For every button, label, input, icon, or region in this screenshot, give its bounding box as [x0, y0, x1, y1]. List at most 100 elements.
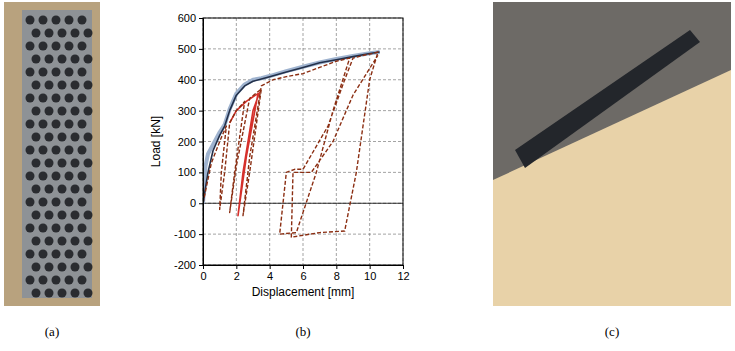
photo-hole: [26, 146, 35, 155]
tick-mark: [199, 111, 203, 112]
photo-hole: [39, 146, 48, 155]
grid-line: [203, 79, 403, 80]
tick: 300: [178, 105, 203, 117]
photo-timber: [493, 70, 731, 306]
photo-hole: [26, 198, 35, 207]
tick-mark: [303, 265, 304, 269]
photo-hole: [78, 42, 87, 51]
grid: [203, 18, 403, 265]
photo-hole: [39, 68, 48, 77]
tick-label: 4: [267, 270, 273, 282]
photo-hole: [84, 263, 93, 272]
y-axis: -200-1000100200300400500600: [174, 12, 204, 271]
photo-hole: [65, 16, 74, 25]
photo: [4, 2, 100, 306]
photo-hole: [39, 16, 48, 25]
photo-hole: [39, 42, 48, 51]
photo-plate: [22, 10, 92, 298]
series-line: [203, 52, 378, 237]
tick-label: -200: [174, 259, 196, 271]
photo-hole: [84, 185, 93, 194]
tick-label: 0: [200, 270, 206, 282]
tick-mark: [199, 142, 203, 143]
chart: 024681012-200-1000100200300400500600Disp…: [149, 12, 410, 299]
photo-hole: [58, 133, 67, 142]
tick-label: 2: [234, 270, 240, 282]
tick: 6: [300, 265, 306, 282]
tick: 12: [397, 265, 409, 282]
photo-hole: [71, 81, 80, 90]
photo-hole: [32, 185, 41, 194]
photo-hole: [52, 120, 61, 129]
photo-hole: [52, 146, 61, 155]
photo-hole: [78, 146, 87, 155]
photo-hole: [84, 289, 93, 298]
y-axis-title: Load [kN]: [149, 116, 163, 167]
photo-hole: [39, 198, 48, 207]
panel-label: (b): [295, 324, 310, 339]
tick-label: 400: [178, 74, 196, 86]
photo-hole: [65, 172, 74, 181]
photo-hole: [45, 289, 54, 298]
photo-hole: [39, 224, 48, 233]
grid-line: [203, 203, 403, 204]
photo-hole: [45, 263, 54, 272]
tick-mark: [199, 172, 203, 173]
photo-hole: [84, 55, 93, 64]
photo-hole: [39, 250, 48, 259]
photo-hole: [26, 120, 35, 129]
tick: -100: [174, 228, 203, 240]
tick-label: 8: [334, 270, 340, 282]
photo-hole: [78, 198, 87, 207]
grid-line: [203, 234, 403, 235]
photo-hole: [52, 250, 61, 259]
photo-hole: [71, 133, 80, 142]
photo-hole: [45, 159, 54, 168]
grid-line: [203, 48, 403, 49]
photo-hole: [32, 55, 41, 64]
photo-hole: [52, 94, 61, 103]
plot-frame: [203, 18, 403, 265]
photo-hole: [39, 94, 48, 103]
photo-hole: [58, 29, 67, 38]
photo-hole: [71, 185, 80, 194]
photo-hole: [32, 289, 41, 298]
photo-hole: [32, 29, 41, 38]
tick-label: 100: [178, 166, 196, 178]
photo-hole: [78, 276, 87, 285]
photo-hole: [65, 224, 74, 233]
photo-hole: [26, 276, 35, 285]
photo-hole: [65, 276, 74, 285]
tick: 400: [178, 74, 203, 86]
photo-hole: [78, 120, 87, 129]
tick-mark: [336, 265, 337, 269]
photo-hole: [84, 81, 93, 90]
photo-hole: [71, 29, 80, 38]
axis-line: [199, 19, 204, 266]
photo-hole: [26, 250, 35, 259]
photo-hole: [78, 16, 87, 25]
tick-label: -100: [174, 228, 196, 240]
tick: 4: [267, 265, 273, 282]
photo-hole: [39, 276, 48, 285]
photo-hole: [52, 172, 61, 181]
tick-mark: [370, 265, 371, 269]
photo-hole: [65, 120, 74, 129]
photo-hole: [45, 55, 54, 64]
tick-mark: [270, 265, 271, 269]
tick-label: 10: [364, 270, 376, 282]
photo-hole: [58, 211, 67, 220]
photo-hole: [26, 68, 35, 77]
photo-hole: [32, 211, 41, 220]
photo-hole: [45, 107, 54, 116]
photo-hole: [39, 120, 48, 129]
tick: 10: [364, 265, 376, 282]
photo-c: [493, 2, 731, 306]
grid-line: [203, 141, 403, 142]
tick-mark: [403, 265, 404, 269]
tick: 0: [190, 197, 203, 209]
tick: 200: [178, 136, 203, 148]
photo-hole: [52, 198, 61, 207]
tick-mark: [236, 265, 237, 269]
tick: 8: [334, 265, 340, 282]
